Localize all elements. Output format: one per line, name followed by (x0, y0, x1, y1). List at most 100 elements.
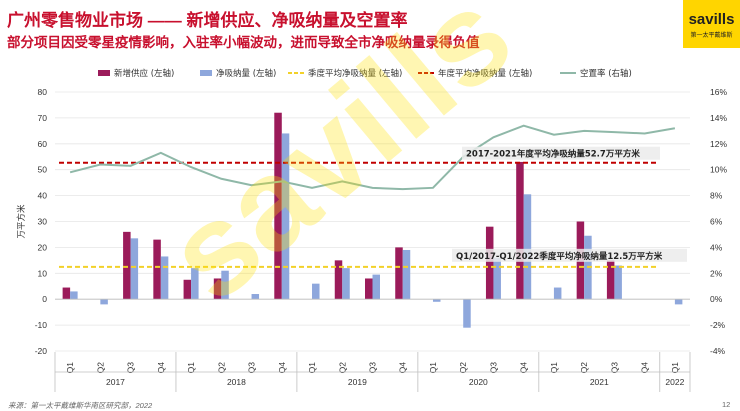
absorption-bar (160, 256, 169, 300)
absorption-bar (493, 257, 501, 300)
legend-label: 年度平均净吸纳量 (左轴) (438, 68, 532, 79)
absorption-bar (372, 274, 380, 300)
legend-label: 新增供应 (左轴) (114, 68, 174, 79)
y-tick-label: 40 (38, 191, 48, 201)
year-label: 2022 (665, 377, 684, 387)
x-tick-label: Q4 (519, 362, 529, 374)
legend-label: 季度平均净吸纳量 (左轴) (308, 68, 402, 79)
legend-label: 空置率 (右轴) (580, 68, 632, 79)
y2-tick-label: 10% (710, 165, 727, 175)
y-tick-label: 0 (42, 294, 47, 304)
absorption-bar (221, 270, 229, 300)
y2-tick-label: 8% (710, 191, 723, 201)
page-title: 广州零售物业市场 —— 新增供应、净吸纳量及空置率 (7, 11, 408, 30)
x-tick-label: Q3 (488, 362, 498, 374)
y-tick-label: 50 (38, 165, 48, 175)
x-tick-label: Q1 (670, 362, 680, 374)
x-tick-label: Q2 (458, 362, 468, 374)
y-tick-label: 80 (38, 87, 48, 97)
y2-tick-label: 12% (710, 139, 727, 149)
logo-word: savills (688, 11, 735, 28)
y2-tick-label: 16% (710, 87, 727, 97)
absorption-bar (342, 268, 350, 300)
y2-tick-label: 4% (710, 242, 723, 252)
annotation-label: Q1/2017-Q1/2022季度平均净吸纳量12.5万平方米 (456, 251, 663, 262)
x-tick-label: Q4 (640, 362, 650, 374)
year-label: 2019 (348, 377, 367, 387)
absorption-bar (402, 249, 411, 300)
supply-bar (62, 287, 71, 300)
supply-bar (485, 226, 494, 300)
x-tick-label: Q4 (277, 362, 287, 374)
x-tick-label: Q1 (428, 362, 438, 374)
annotation-label: 2017-2021年度平均净吸纳量52.7万平方米 (466, 149, 640, 160)
x-tick-label: Q1 (549, 362, 559, 374)
x-tick-label: Q3 (609, 362, 619, 374)
legend-swatch-supply (98, 70, 110, 76)
x-tick-label: Q2 (95, 362, 105, 374)
vacancy-line (69, 124, 676, 191)
x-tick-label: Q2 (579, 362, 589, 374)
supply-bar (153, 239, 161, 300)
y-tick-label: 70 (38, 113, 48, 123)
absorption-bar (614, 265, 622, 300)
absorption-bar (281, 133, 290, 300)
legend-swatch-absorption (200, 70, 212, 76)
y2-tick-label: -4% (710, 346, 726, 356)
absorption-bar (130, 238, 139, 300)
annotation-box (452, 248, 687, 262)
supply-bar (516, 161, 524, 300)
x-tick-label: Q1 (307, 362, 317, 374)
y2-tick-label: 14% (710, 113, 727, 123)
absorption-bar (70, 291, 78, 300)
absorption-bar (251, 294, 260, 300)
savills-logo: savills 第一太平戴维斯 (683, 0, 740, 48)
combo-chart: -20 -10 0 10 20 30 40 50 60 70 80 -4% -2% 0% 2% 4% 6% 8% 1… (16, 68, 727, 392)
annotation-box (462, 146, 660, 160)
legend-label: 净吸纳量 (左轴) (216, 68, 276, 79)
page-number: 12 (722, 400, 731, 409)
absorption-bar (674, 299, 683, 305)
x-tick-label: Q4 (156, 362, 166, 374)
supply-bar (123, 231, 131, 300)
y2-tick-label: -2% (710, 320, 726, 330)
absorption-bar (191, 268, 199, 300)
x-tick-label: Q2 (216, 362, 226, 374)
x-tick-label: Q2 (337, 362, 347, 374)
x-tick-label: Q1 (186, 362, 196, 374)
x-tick-label: Q3 (247, 362, 257, 374)
y-axis-label: 万平方米 (16, 204, 27, 239)
y-tick-label: 60 (38, 139, 48, 149)
y-tick-label: 20 (38, 242, 48, 252)
supply-bar (183, 279, 192, 300)
y2-tick-label: 6% (710, 217, 723, 227)
absorption-bar (463, 299, 471, 328)
absorption-bar (553, 287, 562, 300)
x-tick-label: Q3 (126, 362, 136, 374)
x-tick-label: Q4 (398, 362, 408, 374)
x-tick-label: Q3 (368, 362, 378, 374)
source-note: 来源：第一太平戴维斯华南区研究部，2022 (8, 401, 153, 410)
absorption-bar (432, 299, 441, 302)
x-tick-label: Q1 (65, 362, 75, 374)
supply-bar (213, 278, 222, 300)
supply-bar (395, 247, 403, 300)
y-tick-label: -10 (35, 320, 48, 330)
year-label: 2018 (227, 377, 246, 387)
supply-bar (334, 260, 343, 300)
supply-bar (365, 278, 373, 300)
page-subtitle: 部分项目因受零星疫情影响，入驻率小幅波动，进而导致全市净吸纳量录得负值 (7, 35, 480, 50)
absorption-bar (100, 299, 108, 305)
logo-subtext: 第一太平戴维斯 (690, 33, 733, 39)
y-tick-label: 30 (38, 217, 48, 227)
supply-bar (274, 112, 282, 300)
y-tick-label: 10 (38, 268, 48, 278)
y2-tick-label: 0% (710, 294, 723, 304)
year-label: 2020 (469, 377, 488, 387)
year-label: 2017 (106, 377, 125, 387)
year-label: 2021 (590, 377, 609, 387)
absorption-bar (312, 283, 320, 300)
supply-bar (606, 260, 615, 300)
y2-tick-label: 2% (710, 268, 723, 278)
absorption-bar (523, 194, 532, 300)
